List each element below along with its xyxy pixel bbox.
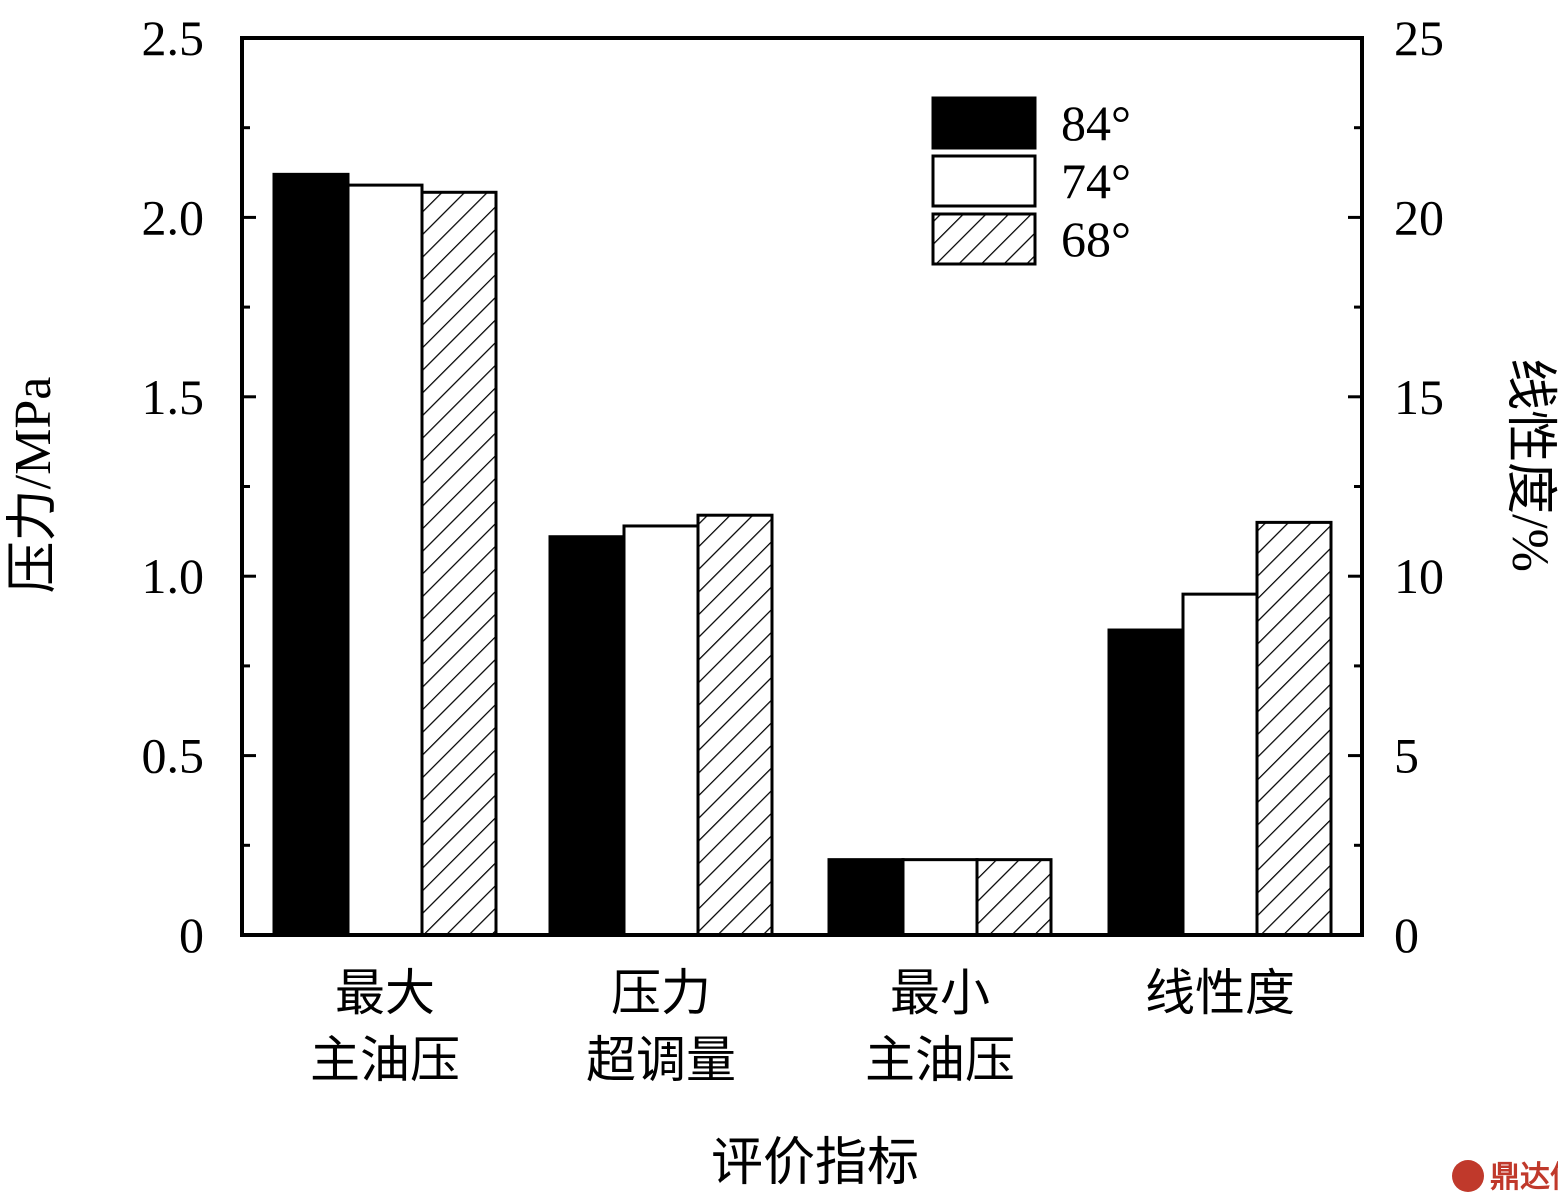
bar-2-series-3 (696, 513, 774, 937)
y2-tick-label: 25 (1394, 10, 1444, 66)
category-label: 压力 (611, 965, 711, 1021)
watermark-text: 鼎达信 (1490, 1160, 1558, 1195)
legend-swatch (931, 212, 1037, 266)
bar-2-series-1 (548, 535, 626, 937)
y-axis-title: 压力/MPa (5, 377, 62, 594)
y-tick-label: 1.5 (142, 369, 205, 425)
y2-axis-title: 线性度/% (1501, 358, 1558, 572)
bar-1-series-3 (420, 190, 498, 937)
legend-swatch (931, 96, 1037, 150)
category-label: 超调量 (586, 1032, 736, 1088)
y2-tick-label: 0 (1394, 907, 1419, 963)
category-label: 主油压 (310, 1032, 460, 1088)
y2-tick-label: 15 (1394, 369, 1444, 425)
category-label: 最大 (335, 965, 435, 1021)
bar-4-series-1 (1107, 628, 1185, 937)
bars-layer (272, 172, 1333, 937)
watermark: 鼎达信 (1452, 1160, 1558, 1195)
legend-label: 68° (1061, 211, 1131, 267)
axes-layer (240, 36, 1364, 937)
y2-tick-label: 10 (1394, 548, 1444, 604)
bar-3-series-2 (901, 858, 979, 937)
legend-label: 84° (1061, 95, 1131, 151)
y2-tick-label: 5 (1394, 728, 1419, 784)
bar-4-series-3 (1255, 520, 1333, 937)
bar-2-series-2 (622, 524, 700, 937)
legend: 84°74°68° (931, 95, 1131, 267)
y-tick-label: 2.0 (142, 189, 205, 245)
y2-tick-label: 20 (1394, 189, 1444, 245)
y-tick-label: 2.5 (142, 10, 205, 66)
bar-3-series-3 (975, 858, 1053, 937)
category-label: 主油压 (865, 1032, 1015, 1088)
bar-4-series-2 (1181, 592, 1259, 937)
bar-3-series-1 (827, 858, 905, 937)
category-label: 最小 (890, 965, 990, 1021)
y-tick-label: 0 (179, 907, 204, 963)
legend-label: 74° (1061, 153, 1131, 209)
x-axis-title: 评价指标 (711, 1135, 919, 1192)
legend-swatch (931, 154, 1037, 208)
y-tick-label: 0.5 (142, 728, 205, 784)
watermark-logo-icon (1452, 1160, 1484, 1192)
category-label: 线性度 (1145, 965, 1295, 1021)
y-tick-label: 1.0 (142, 548, 205, 604)
bar-1-series-2 (346, 183, 424, 937)
bar-1-series-1 (272, 172, 350, 937)
